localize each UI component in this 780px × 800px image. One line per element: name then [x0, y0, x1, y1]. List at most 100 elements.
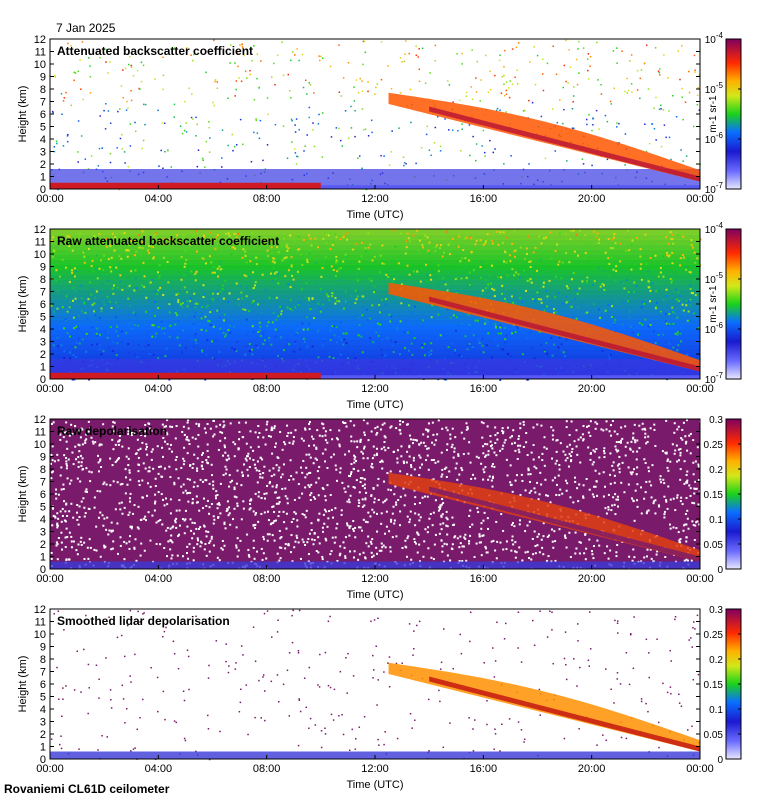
y-tick-label: 4 — [40, 514, 46, 526]
y-tick-label: 8 — [40, 84, 46, 96]
y-tick-label: 0 — [40, 754, 46, 766]
panel-4: Smoothed lidar depolarisation01234567891… — [17, 604, 742, 791]
y-tick-label: 12 — [34, 224, 46, 236]
signal-field — [50, 39, 702, 191]
colorbar-tick-label: 0.25 — [704, 630, 724, 641]
x-tick-label: 00:00 — [686, 573, 714, 585]
x-tick-label: 20:00 — [578, 763, 606, 775]
y-tick-label: 11 — [35, 427, 46, 439]
colorbar-tick-label: 10-6 — [705, 131, 724, 146]
y-tick-label: 10 — [34, 59, 46, 71]
x-tick-label: 16:00 — [470, 193, 498, 205]
panels-group: Attenuated backscatter coefficient012345… — [17, 31, 742, 791]
y-tick-label: 1 — [40, 552, 46, 564]
y-tick-label: 12 — [34, 34, 46, 46]
colorbar-tick-label: 10-7 — [705, 371, 724, 386]
colorbar-unit: m-1 sr-1 — [708, 95, 719, 133]
colorbar-tick-label: 10-5 — [705, 271, 724, 286]
y-tick-label: 9 — [40, 72, 46, 84]
x-tick-label: 16:00 — [470, 763, 498, 775]
y-tick-label: 8 — [40, 654, 46, 666]
x-tick-label: 00:00 — [686, 383, 714, 395]
colorbar-tick-label: 0.05 — [704, 730, 724, 741]
x-tick-label: 00:00 — [36, 383, 64, 395]
x-tick-label: 04:00 — [145, 573, 173, 585]
y-tick-label: 5 — [40, 122, 46, 134]
x-tick-label: 12:00 — [361, 573, 389, 585]
y-tick-label: 10 — [34, 629, 46, 641]
signal-field — [50, 229, 702, 381]
y-tick-label: 12 — [34, 604, 46, 616]
x-tick-label: 04:00 — [145, 383, 173, 395]
colorbar-tick-label: 0.1 — [709, 705, 723, 716]
x-tick-label: 12:00 — [361, 383, 389, 395]
panel-title: Raw depolarisation — [57, 424, 167, 438]
y-tick-label: 9 — [40, 642, 46, 654]
y-tick-label: 1 — [40, 362, 46, 374]
y-tick-label: 8 — [40, 464, 46, 476]
colorbar: 0 0.05 0.1 0.15 0.2 0.25 0.3 — [704, 605, 742, 766]
y-tick-label: 0 — [40, 564, 46, 576]
x-axis-label: Time (UTC) — [346, 589, 403, 601]
y-tick-label: 5 — [40, 502, 46, 514]
plot-background — [50, 609, 700, 759]
y-tick-label: 4 — [40, 134, 46, 146]
x-axis-label: Time (UTC) — [346, 209, 403, 221]
x-axis-label: Time (UTC) — [346, 399, 403, 411]
x-tick-label: 12:00 — [361, 193, 389, 205]
colorbar-gradient — [725, 228, 742, 380]
colorbar-tick-label: 0 — [717, 565, 723, 576]
footer-label: Rovaniemi CL61D ceilometer — [4, 782, 170, 796]
colorbar-gradient — [725, 38, 742, 190]
colorbar-tick-label: 10-4 — [705, 221, 724, 236]
y-tick-label: 12 — [34, 414, 46, 426]
panel-2: Raw attenuated backscatter coefficient01… — [17, 221, 742, 411]
y-tick-label: 1 — [40, 172, 46, 184]
colorbar-tick-label: 0.15 — [704, 680, 724, 691]
y-tick-label: 9 — [40, 262, 46, 274]
colorbar-tick-label: 0.3 — [709, 415, 723, 426]
colorbar-tick-label: 0.2 — [709, 655, 723, 666]
x-tick-label: 00:00 — [36, 763, 64, 775]
x-axis-label: Time (UTC) — [346, 779, 403, 791]
y-tick-label: 8 — [40, 274, 46, 286]
y-axis-label: Height (km) — [17, 466, 29, 523]
y-tick-label: 11 — [35, 617, 46, 629]
colorbar-tick-label: 0.1 — [709, 515, 723, 526]
colorbar-tick-label: 0.25 — [704, 440, 724, 451]
colorbar: 10-7 10-6 10-5 10-4 m-1 sr-1 — [705, 31, 742, 196]
colorbar-tick-label: 0.3 — [709, 605, 723, 616]
date-label: 7 Jan 2025 — [56, 21, 116, 35]
colorbar: 0 0.05 0.1 0.15 0.2 0.25 0.3 — [704, 415, 742, 576]
plot-background — [50, 39, 700, 189]
colorbar-unit: m-1 sr-1 — [708, 285, 719, 323]
y-tick-label: 0 — [40, 374, 46, 386]
colorbar-tick-label: 0.15 — [704, 490, 724, 501]
colorbar-tick-label: 10-5 — [705, 81, 724, 96]
y-tick-label: 11 — [35, 47, 46, 59]
x-tick-label: 12:00 — [361, 763, 389, 775]
y-tick-label: 2 — [40, 159, 46, 171]
y-tick-label: 9 — [40, 452, 46, 464]
x-tick-label: 00:00 — [36, 193, 64, 205]
colorbar-tick-label: 0 — [717, 755, 723, 766]
y-tick-label: 3 — [40, 527, 46, 539]
y-tick-label: 1 — [40, 742, 46, 754]
colorbar: 10-7 10-6 10-5 10-4 m-1 sr-1 — [705, 221, 742, 386]
x-tick-label: 00:00 — [36, 573, 64, 585]
y-tick-label: 6 — [40, 109, 46, 121]
y-axis-label: Height (km) — [17, 86, 29, 143]
colorbar-tick-label: 10-6 — [705, 321, 724, 336]
x-tick-label: 08:00 — [253, 573, 281, 585]
x-tick-label: 16:00 — [470, 573, 498, 585]
y-tick-label: 5 — [40, 692, 46, 704]
y-tick-label: 5 — [40, 312, 46, 324]
x-tick-label: 04:00 — [145, 193, 173, 205]
y-tick-label: 4 — [40, 704, 46, 716]
y-tick-label: 7 — [40, 287, 46, 299]
y-tick-label: 6 — [40, 679, 46, 691]
x-tick-label: 08:00 — [253, 193, 281, 205]
y-tick-label: 4 — [40, 324, 46, 336]
y-tick-label: 2 — [40, 539, 46, 551]
